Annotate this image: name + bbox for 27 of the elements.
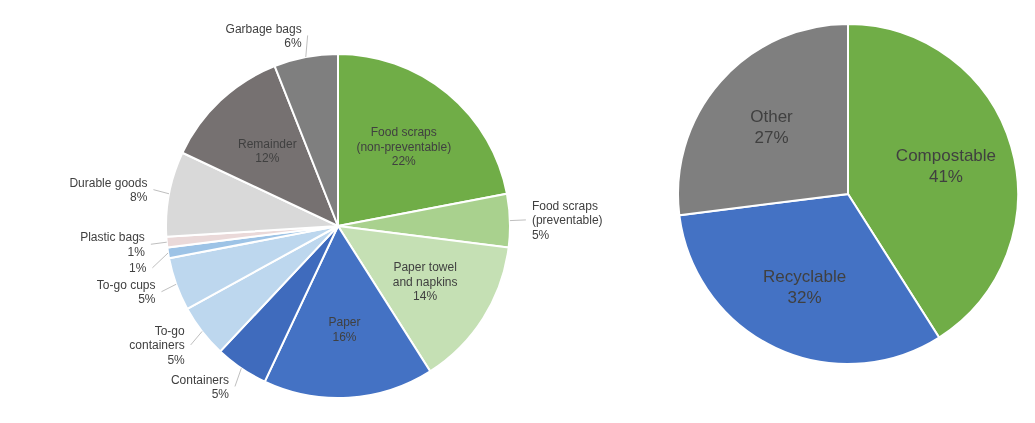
slice-label: Paper bbox=[328, 315, 361, 330]
slice-label: To-go cups bbox=[96, 277, 156, 292]
data-label: 6% bbox=[284, 35, 302, 50]
data-label: 5% bbox=[138, 292, 156, 307]
data-label: 1% bbox=[127, 244, 146, 259]
data-label: 16% bbox=[332, 329, 357, 344]
slice-label: Garbage bags bbox=[225, 21, 302, 36]
data-label: 32% bbox=[787, 287, 822, 307]
slice-label: Food scraps (preventable) bbox=[531, 198, 603, 228]
data-label: 41% bbox=[928, 166, 963, 186]
slice-label: Durable goods bbox=[69, 175, 148, 190]
slice-label: Food scraps (non-preventable) bbox=[356, 125, 452, 154]
data-label: 1% bbox=[129, 261, 147, 276]
slice-label: Other bbox=[750, 107, 794, 127]
data-label: 14% bbox=[413, 289, 438, 304]
data-label: 27% bbox=[754, 127, 789, 147]
data-label: 22% bbox=[391, 154, 417, 169]
slice-label: Paper towel and napkins bbox=[392, 260, 458, 289]
slice-label: Plastic bags bbox=[80, 230, 145, 245]
slice-label: Containers bbox=[170, 372, 229, 387]
data-label: 5% bbox=[167, 352, 186, 367]
data-label: 5% bbox=[531, 227, 550, 242]
data-label: 8% bbox=[130, 190, 148, 205]
data-label: 5% bbox=[211, 386, 230, 401]
slice-label: To-go containers bbox=[129, 323, 186, 353]
slice-label: Recyclable bbox=[762, 267, 847, 287]
slice-label: Compostable bbox=[895, 146, 997, 166]
